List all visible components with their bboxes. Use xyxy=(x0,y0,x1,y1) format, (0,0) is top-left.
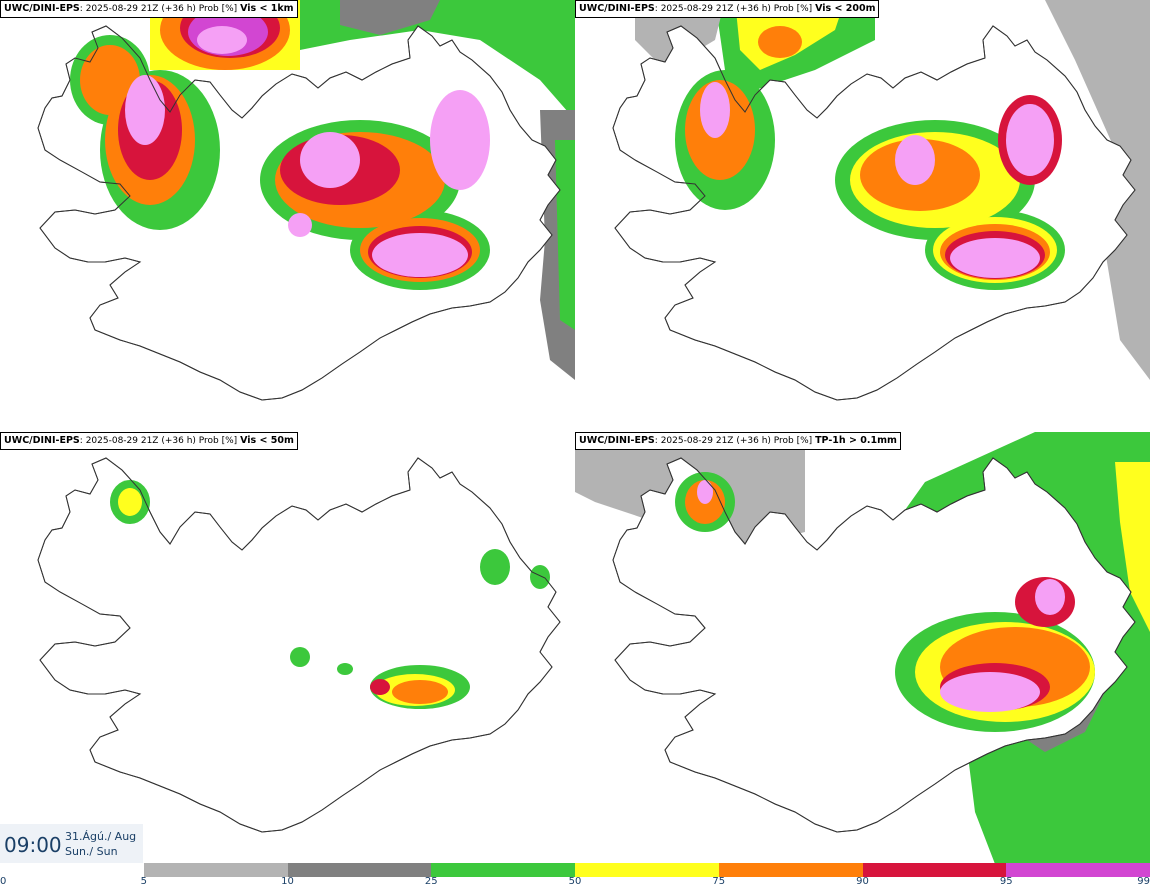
legend-tick-label: 99 xyxy=(1137,876,1150,887)
panel-title: UWC/DINI-EPS: 2025-08-29 21Z (+36 h) Pro… xyxy=(0,0,298,18)
run-info: 2025-08-29 21Z (+36 h) Prob [%] xyxy=(85,436,238,446)
legend-tick-label: 90 xyxy=(856,876,869,887)
probability-map xyxy=(37,457,561,833)
legend-color-bin xyxy=(431,863,576,877)
panel-title: UWC/DINI-EPS: 2025-08-29 21Z (+36 h) Pro… xyxy=(575,0,880,18)
valid-date: 31.Ágú./ Aug xyxy=(65,830,137,843)
map-panel-tp1h: UWC/DINI-EPS: 2025-08-29 21Z (+36 h) Pro… xyxy=(575,432,1150,864)
parameter-label: Vis < 50m xyxy=(240,435,294,446)
run-info: 2025-08-29 21Z (+36 h) Prob [%] xyxy=(660,436,813,446)
model-name: UWC/DINI-EPS xyxy=(4,435,80,446)
probability-map xyxy=(575,432,1150,864)
legend-tick-label: 5 xyxy=(140,876,147,887)
legend-tick-label: 0 xyxy=(0,876,7,887)
map-panel-vis-1km: UWC/DINI-EPS: 2025-08-29 21Z (+36 h) Pro… xyxy=(0,0,575,432)
model-name: UWC/DINI-EPS xyxy=(579,435,655,446)
valid-weekday: Sun./ Sun xyxy=(65,845,118,858)
color-legend: 0 5 10 25 50 75 90 95 99 xyxy=(0,863,1150,891)
panel-title: UWC/DINI-EPS: 2025-08-29 21Z (+36 h) Pro… xyxy=(575,432,901,450)
map-panel-vis-50m: UWC/DINI-EPS: 2025-08-29 21Z (+36 h) Pro… xyxy=(0,432,575,864)
map-panel-vis-200m: UWC/DINI-EPS: 2025-08-29 21Z (+36 h) Pro… xyxy=(575,0,1150,432)
parameter-label: TP-1h > 0.1mm xyxy=(815,435,897,446)
legend-color-bin xyxy=(862,863,1007,877)
run-info: 2025-08-29 21Z (+36 h) Prob [%] xyxy=(85,4,238,14)
probability-map xyxy=(37,0,575,401)
legend-tick-label: 75 xyxy=(712,876,726,887)
legend-tick-label: 95 xyxy=(999,876,1013,887)
parameter-label: Vis < 1km xyxy=(240,3,294,14)
model-name: UWC/DINI-EPS xyxy=(4,3,80,14)
parameter-label: Vis < 200m xyxy=(815,3,876,14)
legend-color-bin xyxy=(0,863,145,877)
panel-title: UWC/DINI-EPS: 2025-08-29 21Z (+36 h) Pro… xyxy=(0,432,298,450)
legend-tick-label: 10 xyxy=(281,876,294,887)
validity-time-box: 09:00 31.Ágú./ Aug Sun./ Sun xyxy=(0,824,143,866)
legend-color-bin xyxy=(718,863,863,877)
legend-tick-label: 50 xyxy=(568,876,582,887)
model-name: UWC/DINI-EPS xyxy=(579,3,655,14)
probability-map xyxy=(612,0,1150,401)
legend-color-bin xyxy=(1006,863,1150,877)
valid-time: 09:00 xyxy=(4,833,62,857)
legend-color-bin xyxy=(287,863,432,877)
legend-color-bin xyxy=(143,863,288,877)
legend-color-bin xyxy=(575,863,720,877)
run-info: 2025-08-29 21Z (+36 h) Prob [%] xyxy=(660,4,813,14)
legend-tick-label: 25 xyxy=(424,876,438,887)
